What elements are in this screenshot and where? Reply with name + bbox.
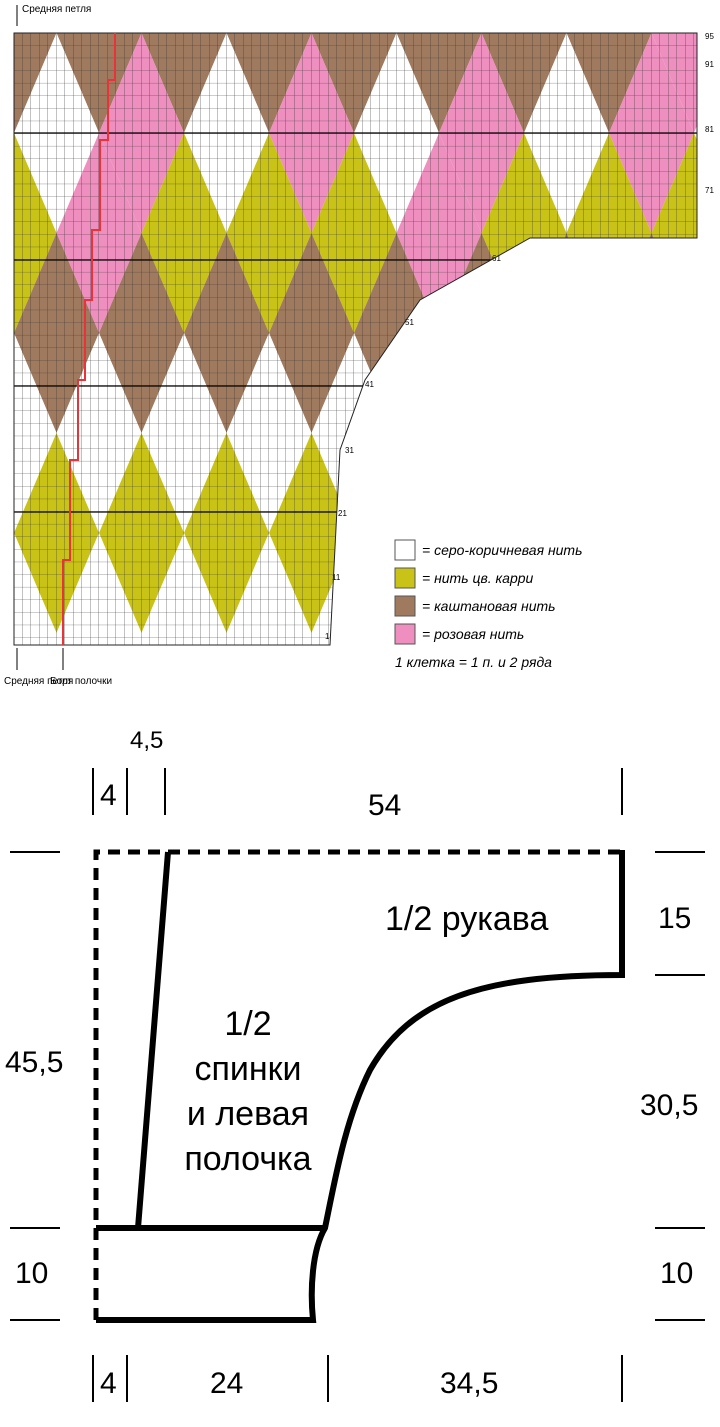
dimension-ticks	[10, 768, 705, 1402]
dim: 4	[100, 779, 117, 812]
dim: 34,5	[440, 1367, 498, 1400]
pattern-outline	[96, 850, 625, 1323]
dimensions: 4,5 4 54 45,5 10 15 30,5 10 4 24 34,5 1/…	[5, 727, 698, 1400]
dim: 4	[100, 1367, 117, 1400]
diamond	[651, 333, 697, 533]
body-label: полочка	[184, 1140, 311, 1178]
diamond	[609, 433, 694, 633]
diamond	[566, 533, 652, 645]
legend-label: = нить цв. карри	[422, 570, 534, 586]
diamond	[694, 433, 697, 633]
diamond	[566, 333, 652, 533]
dim: 54	[368, 789, 401, 822]
row-label: 41	[365, 380, 374, 389]
diamond	[524, 233, 609, 433]
diamond	[396, 333, 482, 533]
dim: 4,5	[130, 727, 163, 754]
legend-label: = розовая нить	[422, 626, 524, 642]
dim: 45,5	[5, 1046, 63, 1079]
top-label: Средняя петля	[22, 4, 91, 15]
dim: 24	[210, 1367, 243, 1400]
row-label: 71	[705, 186, 714, 195]
bottom-label: Средняя петля	[4, 676, 73, 687]
diamond	[609, 233, 694, 433]
row-label: 81	[705, 125, 714, 134]
row-label: 51	[405, 318, 414, 327]
row-label: 95	[705, 32, 714, 41]
legend-note: 1 клетка = 1 п. и 2 ряда	[395, 654, 552, 670]
legend-label: = каштановая нить	[422, 598, 556, 614]
legend-swatch	[394, 595, 416, 617]
row-label: 11	[332, 573, 341, 582]
diamond	[694, 233, 697, 433]
grid	[14, 33, 697, 645]
row-label: 31	[345, 446, 354, 455]
legend-label: = серо-коричневая нить	[422, 542, 582, 558]
front-edge-line	[62, 33, 116, 645]
legend-swatch	[394, 623, 416, 645]
dashed-edge	[93, 849, 620, 1320]
legend-swatch	[394, 567, 416, 589]
dim: 10	[660, 1257, 693, 1290]
body-label: спинки	[194, 1050, 301, 1088]
legend: = серо-коричневая нить = нить цв. карри = …	[394, 539, 582, 645]
diamond	[651, 533, 697, 645]
sleeve-label: 1/2 рукава	[385, 900, 548, 938]
row-label: 1	[325, 632, 330, 641]
dim: 15	[658, 902, 691, 935]
row-label: 61	[492, 254, 501, 263]
body-label: 1/2	[224, 1005, 271, 1043]
dim: 10	[15, 1257, 48, 1290]
legend-swatch	[394, 539, 416, 561]
chart-frame	[13, 32, 698, 646]
dim: 30,5	[640, 1089, 698, 1122]
body-label: и левая	[187, 1095, 309, 1133]
diamond	[481, 333, 567, 533]
row-label: 91	[705, 60, 714, 69]
bottom-label: Борт полочки	[50, 676, 112, 687]
row-label: 21	[338, 509, 347, 518]
